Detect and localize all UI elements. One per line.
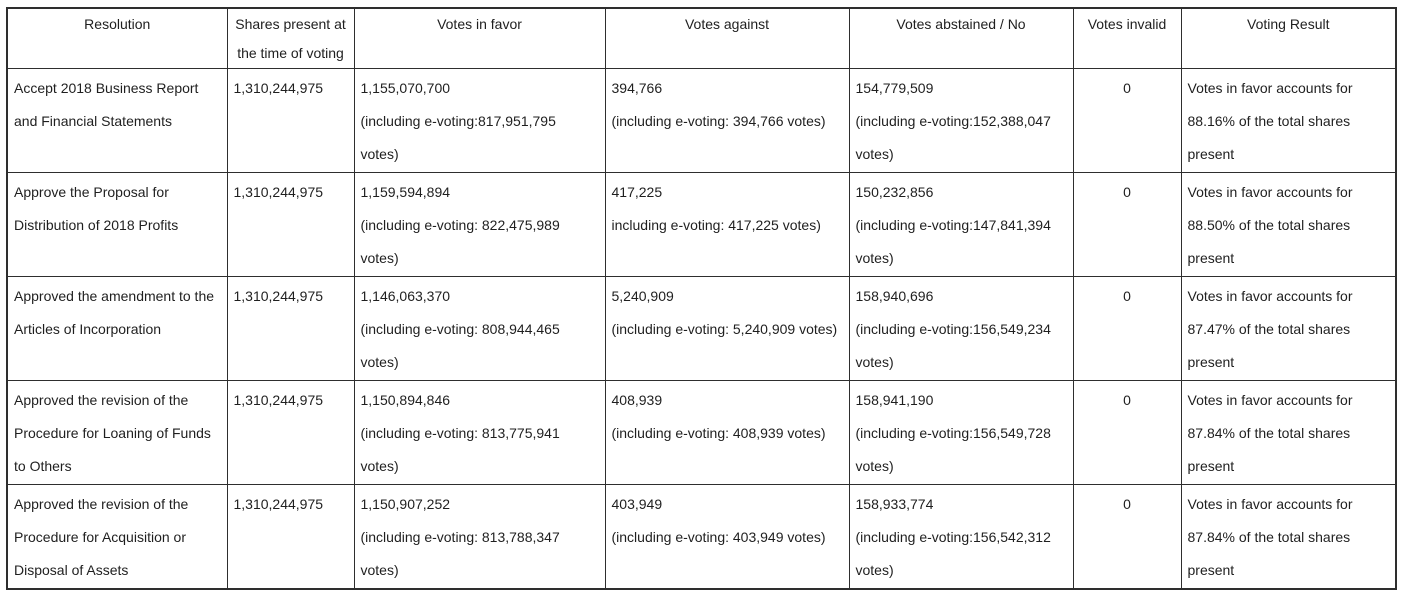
- cell-votes-in-favor: 1,155,070,700 (including e-voting:817,95…: [353, 68, 606, 173]
- cell-resolution: Approved the revision of the Procedure f…: [6, 484, 228, 590]
- voting-results-table: Resolution Shares present at the time of…: [6, 7, 1397, 590]
- cell-votes-abstained: 158,933,774 (including e-voting:156,542,…: [848, 484, 1074, 590]
- cell-votes-abstained: 158,941,190 (including e-voting:156,549,…: [848, 380, 1074, 485]
- cell-votes-in-favor: 1,146,063,370 (including e-voting: 808,9…: [353, 276, 606, 381]
- cell-resolution: Approved the amendment to the Articles o…: [6, 276, 228, 381]
- header-row: Resolution Shares present at the time of…: [6, 7, 1397, 69]
- cell-votes-invalid: 0: [1072, 68, 1182, 173]
- cell-voting-result: Votes in favor accounts for 88.16% of th…: [1180, 68, 1397, 173]
- cell-shares-present: 1,310,244,975: [226, 484, 355, 590]
- cell-votes-against: 394,766 (including e-voting: 394,766 vot…: [604, 68, 850, 173]
- cell-votes-abstained: 158,940,696 (including e-voting:156,549,…: [848, 276, 1074, 381]
- cell-resolution: Approved the revision of the Procedure f…: [6, 380, 228, 485]
- header-voting-result: Voting Result: [1180, 7, 1397, 69]
- cell-votes-against: 403,949 (including e-voting: 403,949 vot…: [604, 484, 850, 590]
- cell-voting-result: Votes in favor accounts for 88.50% of th…: [1180, 172, 1397, 277]
- cell-votes-invalid: 0: [1072, 484, 1182, 590]
- cell-votes-against: 408,939 (including e-voting: 408,939 vot…: [604, 380, 850, 485]
- cell-votes-invalid: 0: [1072, 276, 1182, 381]
- cell-votes-abstained: 150,232,856 (including e-voting:147,841,…: [848, 172, 1074, 277]
- cell-shares-present: 1,310,244,975: [226, 276, 355, 381]
- table-row: Approved the amendment to the Articles o…: [6, 276, 1397, 381]
- header-votes-invalid: Votes invalid: [1072, 7, 1182, 69]
- cell-shares-present: 1,310,244,975: [226, 68, 355, 173]
- cell-votes-against: 5,240,909 (including e-voting: 5,240,909…: [604, 276, 850, 381]
- header-shares-present: Shares present at the time of voting: [226, 7, 355, 69]
- cell-voting-result: Votes in favor accounts for 87.84% of th…: [1180, 484, 1397, 590]
- cell-resolution: Approve the Proposal for Distribution of…: [6, 172, 228, 277]
- header-votes-in-favor: Votes in favor: [353, 7, 606, 69]
- header-votes-against: Votes against: [604, 7, 850, 69]
- cell-votes-invalid: 0: [1072, 380, 1182, 485]
- cell-shares-present: 1,310,244,975: [226, 380, 355, 485]
- cell-votes-invalid: 0: [1072, 172, 1182, 277]
- cell-shares-present: 1,310,244,975: [226, 172, 355, 277]
- table-row: Approve the Proposal for Distribution of…: [6, 172, 1397, 277]
- table-row: Approved the revision of the Procedure f…: [6, 380, 1397, 485]
- cell-voting-result: Votes in favor accounts for 87.47% of th…: [1180, 276, 1397, 381]
- cell-votes-abstained: 154,779,509 (including e-voting:152,388,…: [848, 68, 1074, 173]
- cell-voting-result: Votes in favor accounts for 87.84% of th…: [1180, 380, 1397, 485]
- table-row: Accept 2018 Business Report and Financia…: [6, 68, 1397, 173]
- cell-votes-in-favor: 1,150,894,846 (including e-voting: 813,7…: [353, 380, 606, 485]
- header-votes-abstained: Votes abstained / No: [848, 7, 1074, 69]
- cell-votes-against: 417,225 including e-voting: 417,225 vote…: [604, 172, 850, 277]
- header-resolution: Resolution: [6, 7, 228, 69]
- cell-resolution: Accept 2018 Business Report and Financia…: [6, 68, 228, 173]
- table-row: Approved the revision of the Procedure f…: [6, 484, 1397, 590]
- cell-votes-in-favor: 1,150,907,252 (including e-voting: 813,7…: [353, 484, 606, 590]
- cell-votes-in-favor: 1,159,594,894 (including e-voting: 822,4…: [353, 172, 606, 277]
